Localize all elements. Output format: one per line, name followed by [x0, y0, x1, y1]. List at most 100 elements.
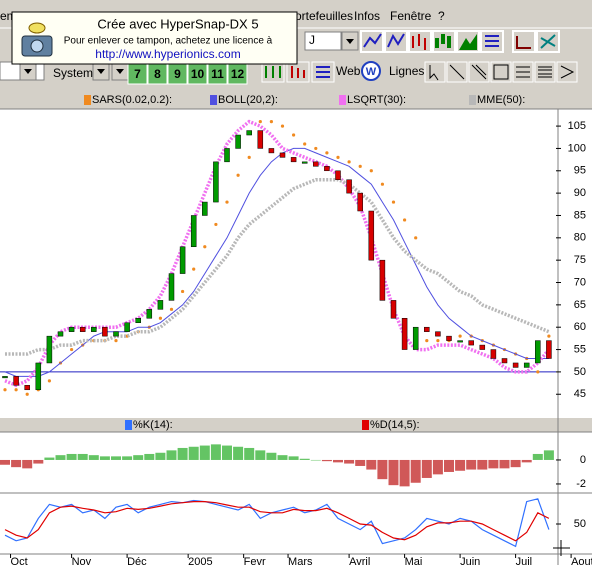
tool-button[interactable] [534, 61, 556, 83]
legend-label: SARS(0.02,0.2): [92, 94, 172, 106]
menu-item[interactable]: Infos [354, 9, 380, 23]
candle [13, 376, 19, 386]
sar-dot [258, 120, 262, 124]
histogram-bar [11, 459, 22, 468]
histogram-bar [399, 459, 410, 487]
legend-strip [0, 418, 592, 432]
x-tick-label: Fevr [244, 556, 266, 565]
menu-item[interactable]: Fenêtre [390, 9, 432, 23]
histogram-bar [177, 447, 188, 460]
sar-dot [380, 182, 384, 186]
histogram-bar [199, 445, 210, 460]
icon [429, 65, 439, 81]
candle [235, 134, 241, 149]
menu-item[interactable]: Portefeuilles [287, 9, 353, 23]
histogram-bar [111, 456, 121, 460]
candle [457, 340, 463, 343]
camera-flash [28, 22, 46, 34]
histogram-bar [244, 447, 255, 460]
y-tick-label: 80 [574, 232, 586, 244]
icon [485, 35, 499, 47]
candle [168, 273, 175, 301]
histogram-bar [488, 459, 499, 469]
histogram-bar [410, 459, 421, 483]
number-label: 11 [211, 67, 224, 81]
sar-dot [14, 388, 18, 392]
lines-label: Lignes [389, 64, 424, 78]
x-tick-label: 2005 [188, 556, 212, 565]
candle [146, 309, 153, 319]
candle [46, 335, 53, 364]
chart-type-buttons [360, 30, 560, 53]
histogram-bar [477, 459, 488, 470]
drawing-tools [424, 61, 578, 83]
icon [459, 34, 477, 50]
icon [316, 66, 330, 78]
sar-dot [314, 146, 318, 151]
sar-dot [369, 169, 373, 173]
histogram-bar [22, 459, 33, 469]
x-tick-label: Aout [571, 556, 592, 565]
icon [435, 34, 451, 48]
candle [257, 130, 264, 149]
histogram-bar [255, 450, 266, 460]
web-icon: W [366, 66, 377, 78]
y-tick-label: 95 [574, 165, 586, 177]
sar-dot [280, 124, 285, 128]
legend-swatch [339, 95, 346, 105]
candle [446, 335, 452, 341]
period-select[interactable] [304, 31, 342, 51]
histogram-bar [455, 459, 466, 471]
candle [512, 362, 519, 368]
sar-dot [247, 155, 251, 159]
watermark-title: Crée avec HyperSnap-DX 5 [97, 16, 258, 31]
sar-dot [347, 160, 351, 164]
legend-swatch [84, 95, 91, 105]
candle [179, 246, 186, 274]
histogram-bar [77, 453, 88, 460]
x-tick-label: Juin [460, 556, 480, 565]
candle [523, 362, 530, 368]
sar-dot [458, 334, 462, 338]
tool-button[interactable] [360, 30, 384, 53]
legend-label: BOLL(20,2): [218, 94, 278, 106]
histogram-bar [166, 450, 177, 460]
tool-button[interactable] [490, 61, 512, 83]
tool-button[interactable] [512, 30, 536, 53]
watermark-link[interactable]: http://www.hyperionics.com [95, 47, 240, 61]
x-tick-label: Déc [127, 556, 147, 565]
web-label: Web [336, 64, 361, 78]
sar-dot [158, 316, 162, 320]
histogram-bar [543, 450, 554, 460]
candle [268, 148, 275, 154]
y-tick-label: 50 [574, 366, 586, 378]
legend-label: LSQRT(30): [347, 94, 406, 106]
icon [516, 36, 531, 49]
candle [301, 161, 308, 164]
sar-dot [181, 289, 185, 294]
candle [246, 130, 252, 136]
icon [291, 66, 305, 78]
sar-dot [414, 236, 418, 240]
sar-dot [225, 200, 229, 204]
icon [363, 33, 382, 48]
sar-dot [25, 392, 29, 396]
dropdown-arrow [24, 69, 32, 74]
candle [535, 340, 541, 364]
sar-dot [47, 379, 52, 383]
dropdown-arrow [97, 69, 105, 74]
web-button[interactable] [361, 61, 381, 81]
tool-button[interactable] [424, 61, 446, 83]
sar-dot [292, 133, 296, 137]
number-label: 9 [174, 67, 181, 81]
histogram-bar [333, 459, 343, 463]
candle [35, 362, 42, 391]
y-tick-label: 0 [580, 454, 586, 466]
histogram-bar [55, 455, 66, 460]
menu-item[interactable]: ? [438, 9, 445, 23]
icon [471, 64, 487, 80]
x-tick-label: Juil [516, 556, 533, 565]
histogram-bar [510, 459, 521, 468]
candle [224, 148, 230, 163]
y-tick-label: 90 [574, 187, 586, 199]
